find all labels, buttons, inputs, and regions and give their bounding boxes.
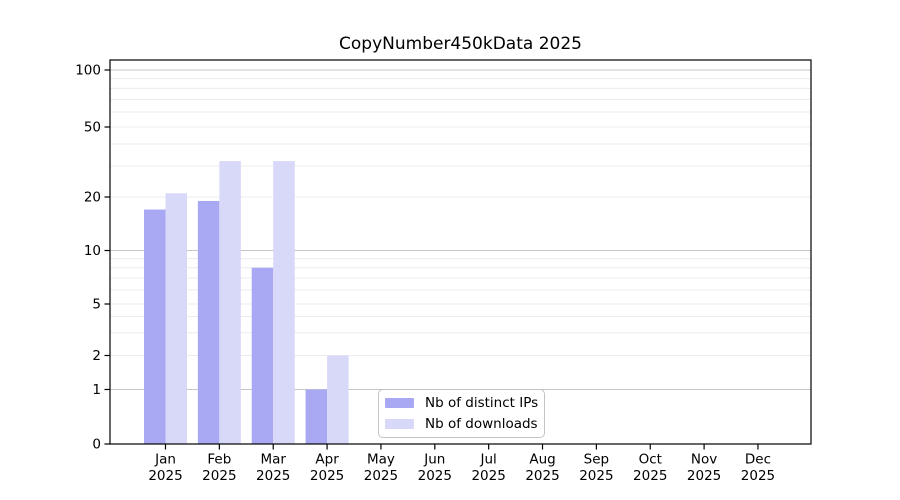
x-tick-label-dec: Dec 2025: [741, 452, 775, 485]
legend-label-downloads: Nb of downloads: [425, 416, 538, 432]
y-tick-label-50: 50: [84, 120, 101, 136]
x-tick-label-may: May 2025: [364, 452, 398, 485]
bar-feb-distinct-ips: [197, 200, 220, 444]
bar-jan-distinct-ips: [144, 209, 166, 444]
legend-swatch-downloads: [385, 419, 414, 429]
legend-item-distinct-ips: Nb of distinct IPs: [385, 395, 538, 411]
x-tick-label-aug: Aug 2025: [525, 452, 559, 485]
x-tick-label-oct: Oct 2025: [633, 452, 667, 485]
x-tick-label-nov: Nov 2025: [687, 452, 721, 485]
x-tick-label-jun: Jun 2025: [418, 452, 452, 485]
legend-item-downloads: Nb of downloads: [385, 416, 538, 432]
x-tick-label-feb: Feb 2025: [202, 452, 236, 485]
y-tick-label-1: 1: [92, 382, 101, 398]
legend-swatch-distinct-ips: [385, 398, 414, 408]
bar-feb-downloads: [219, 161, 241, 444]
bar-mar-distinct-ips: [251, 267, 274, 444]
plot-frame: [109, 59, 812, 445]
bar-apr-downloads: [327, 355, 349, 444]
y-tick-label-100: 100: [75, 63, 101, 79]
y-tick-label-0: 0: [92, 437, 101, 453]
x-tick-label-jan: Jan 2025: [148, 452, 182, 485]
bar-apr-distinct-ips: [305, 389, 328, 444]
x-tick-label-apr: Apr 2025: [310, 452, 344, 485]
bar-mar-downloads: [273, 161, 295, 444]
x-tick-label-sep: Sep 2025: [579, 452, 613, 485]
x-tick-label-jul: Jul 2025: [471, 452, 505, 485]
y-tick-label-20: 20: [84, 190, 101, 206]
y-tick-label-2: 2: [92, 348, 101, 364]
y-tick-label-5: 5: [92, 297, 101, 313]
y-tick-label-10: 10: [84, 243, 101, 259]
x-tick-label-mar: Mar 2025: [256, 452, 290, 485]
chart-title: CopyNumber450kData 2025: [339, 34, 582, 54]
legend: Nb of distinct IPs Nb of downloads: [378, 389, 545, 438]
legend-label-distinct-ips: Nb of distinct IPs: [425, 395, 539, 411]
bar-jan-downloads: [165, 193, 187, 444]
